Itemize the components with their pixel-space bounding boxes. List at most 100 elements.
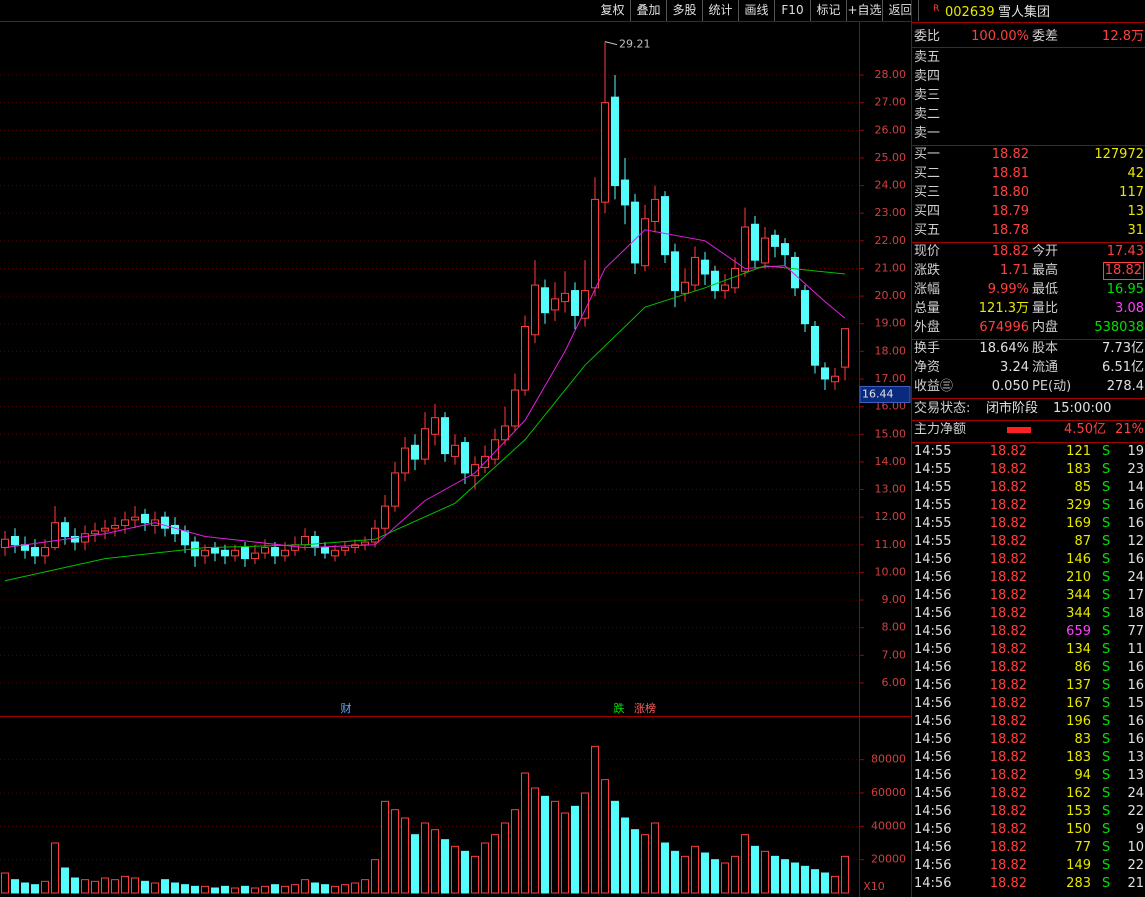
ma-line — [4, 265, 846, 582]
candle-body — [451, 444, 459, 457]
volume-bar — [101, 877, 109, 894]
volume-bar — [331, 885, 339, 894]
tick-count: 16 — [1127, 660, 1144, 675]
value: 100.00% — [971, 29, 1029, 44]
tick-count: 22 — [1127, 858, 1144, 873]
tick-volume: 329 — [1066, 498, 1091, 513]
tick-side: S — [1102, 534, 1111, 549]
y-tick-label: 13.00 — [875, 483, 907, 496]
candle-body — [511, 389, 519, 427]
volume-bar — [211, 887, 219, 894]
candle-body — [11, 536, 19, 546]
tick-price: 18.82 — [989, 678, 1027, 693]
tick-count: 13 — [1127, 768, 1144, 783]
ask-label: 卖四 — [914, 69, 941, 84]
volume-bar — [311, 882, 319, 894]
y-tick-label: 20000 — [871, 853, 906, 866]
separator — [912, 47, 1145, 48]
volume-bar — [151, 882, 159, 894]
candle-body — [681, 281, 689, 294]
candle-body — [701, 259, 709, 275]
tick-time: 14:56 — [914, 642, 952, 657]
candle-body — [311, 536, 319, 549]
tick-time: 14:56 — [914, 768, 952, 783]
label: 委差 — [1032, 29, 1059, 44]
toolbar-button[interactable]: 返回 — [883, 0, 919, 21]
volume-bar — [451, 845, 459, 894]
candle-body — [61, 522, 69, 537]
volume-bar — [581, 792, 589, 894]
tick-side: S — [1102, 768, 1111, 783]
stat-label: 现价 — [914, 244, 941, 259]
volume-bar — [411, 834, 419, 894]
bid-price: 18.82 — [991, 147, 1029, 162]
tick-side: S — [1102, 660, 1111, 675]
tick-time: 14:55 — [914, 534, 952, 549]
volume-bar — [791, 862, 799, 894]
tick-count: 19 — [1127, 444, 1144, 459]
stat-value: 674996 — [979, 320, 1029, 335]
tick-time: 14:55 — [914, 462, 952, 477]
separator — [912, 145, 1145, 146]
candle-body — [641, 218, 649, 267]
volume-bar — [521, 772, 529, 894]
volume-bar — [701, 852, 709, 894]
price-marker-box — [859, 385, 911, 403]
stat-value: 3.24 — [1000, 360, 1029, 375]
tick-side: S — [1102, 678, 1111, 693]
volume-bar — [751, 845, 759, 894]
tick-count: 16 — [1127, 498, 1144, 513]
volume-bar — [611, 800, 619, 894]
volume-bar — [231, 887, 239, 894]
toolbar-button[interactable]: 标记 — [811, 0, 847, 21]
volume-bar — [621, 817, 629, 894]
volume-bar — [21, 882, 29, 894]
candle-body — [161, 516, 169, 529]
volume-bar — [801, 865, 809, 894]
volume-bar — [661, 842, 669, 894]
toolbar-button[interactable]: 画线 — [739, 0, 775, 21]
tick-volume: 137 — [1066, 678, 1091, 693]
toolbar-button[interactable]: 多股 — [667, 0, 703, 21]
stat-label: 外盘 — [914, 320, 941, 335]
tick-time: 14:55 — [914, 516, 952, 531]
y-tick-label: 20.00 — [875, 289, 907, 302]
candle-body — [81, 533, 89, 543]
tick-count: 15 — [1127, 696, 1144, 711]
volume-bar — [251, 887, 259, 894]
flow-bar — [1007, 427, 1031, 433]
stat-value: 18.82 — [1102, 262, 1144, 280]
candle-body — [551, 298, 559, 311]
tick-time: 14:56 — [914, 678, 952, 693]
candle-body — [321, 547, 329, 554]
volume-bar — [421, 822, 429, 894]
tick-time: 14:56 — [914, 624, 952, 639]
toolbar-button[interactable]: +自选 — [847, 0, 883, 21]
volume-bar — [481, 842, 489, 894]
tick-price: 18.82 — [989, 534, 1027, 549]
candle-body — [581, 290, 589, 319]
candle-body — [781, 243, 789, 256]
candle-body — [421, 428, 429, 460]
stat-label: 涨幅 — [914, 282, 941, 297]
tick-time: 14:56 — [914, 786, 952, 801]
toolbar-button[interactable]: 复权 — [595, 0, 631, 21]
toolbar-button[interactable]: 统计 — [703, 0, 739, 21]
volume-bar — [301, 879, 309, 894]
toolbar-button[interactable]: 叠加 — [631, 0, 667, 21]
tick-side: S — [1102, 714, 1111, 729]
bid-label: 买五 — [914, 223, 941, 238]
volume-bar — [571, 805, 579, 894]
candle-body — [141, 513, 149, 524]
ask-label: 卖二 — [914, 107, 941, 122]
candle-body — [441, 417, 449, 455]
volume-bar — [821, 872, 829, 894]
tick-volume: 210 — [1066, 570, 1091, 585]
volume-bar — [531, 787, 539, 894]
candle-body — [111, 524, 119, 529]
event-label: 财 — [341, 701, 352, 715]
stat-value: 121.3万 — [978, 301, 1029, 316]
toolbar-button[interactable]: F10 — [775, 0, 811, 21]
tick-price: 18.82 — [989, 714, 1027, 729]
volume-bar — [511, 809, 519, 894]
